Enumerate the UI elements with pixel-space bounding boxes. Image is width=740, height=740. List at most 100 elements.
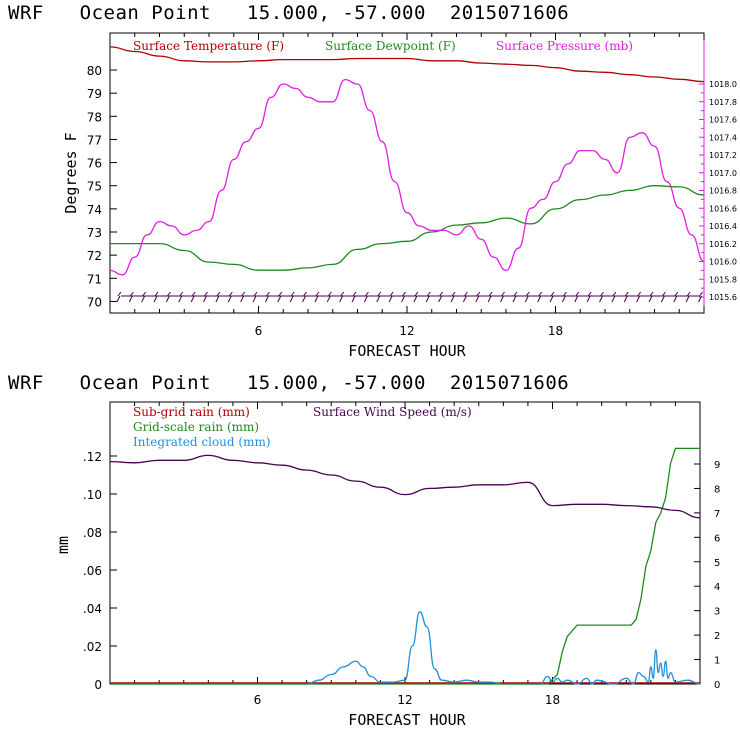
wind-barb [277, 295, 282, 303]
wind-barb-flag [228, 291, 233, 297]
title-date: 2015071606 [449, 372, 570, 394]
y2-tick-label: 1018.0 [709, 80, 737, 89]
wind-barb [302, 295, 306, 303]
wind-barb [215, 295, 220, 303]
wind-barb [549, 295, 554, 303]
wind-barb-flag [612, 291, 617, 297]
wind-barb-flag [600, 291, 604, 297]
y-tick-label: 74 [87, 203, 102, 217]
wind-barb-flag [389, 291, 394, 297]
wind-barb-flag [624, 291, 629, 297]
wind-barb-flag [525, 291, 530, 297]
wind-barb-flag [290, 291, 295, 297]
wind-barb-flag [575, 291, 580, 297]
gridscale-rain-line [110, 447, 700, 685]
wind-barb [240, 295, 245, 303]
wind-barb-flag [377, 291, 382, 297]
wind-barb-flag [179, 291, 184, 297]
wind-barb [475, 295, 480, 303]
wind-barb-flag [488, 291, 493, 297]
temperature-chart: 6 12 18 70 71 72 73 74 75 76 77 78 79 80 1015.6 1015.8 1… [62, 32, 737, 360]
wind-barb [623, 295, 628, 303]
y2-tick-label: 8 [714, 484, 720, 495]
wind-barb [537, 295, 542, 303]
wind-barb [264, 295, 269, 303]
wind-barb-flag [501, 291, 505, 297]
wind-barb-flag [191, 291, 196, 297]
wind-barb [413, 295, 418, 303]
wind-barb-flag [463, 291, 468, 297]
x-tick-label: 18 [548, 324, 563, 338]
y2-tick-label: 4 [714, 582, 720, 593]
wind-barb-flag [451, 291, 456, 297]
y2-tick-label: 1015.6 [709, 293, 737, 302]
wind-barb-flag [253, 291, 258, 297]
y-tick-label: .12 [83, 450, 102, 464]
y2-tick-label: 1017.4 [709, 133, 737, 142]
wind-barb [685, 295, 690, 303]
wind-barb-flag [699, 291, 703, 297]
y2-tick-label: 1016.8 [709, 187, 737, 196]
wind-barb [227, 295, 232, 303]
y2-tick-label: 3 [714, 607, 720, 618]
wind-barb [586, 295, 591, 303]
wind-barb [116, 295, 121, 303]
wind-barb-flag [278, 291, 283, 297]
wind-barb [611, 295, 616, 303]
y2-tick-label: 1017.6 [709, 116, 737, 125]
y-tick-label: 77 [87, 133, 102, 147]
y2-tick-label: 1016.2 [709, 240, 737, 249]
dewpoint-line [110, 185, 705, 271]
wind-barb [660, 295, 665, 303]
y2-tick-label: 1016.4 [709, 222, 737, 231]
wind-barb [363, 295, 368, 303]
wind-barb-flag [352, 291, 357, 297]
wind-barb [401, 295, 405, 303]
title-model: WRF [8, 372, 44, 394]
wind-barb-flag [538, 291, 543, 297]
wind-barb [153, 295, 158, 303]
y2-tick-label: 7 [714, 509, 720, 520]
wind-barb [252, 295, 257, 303]
y2-tick-label: 1017.2 [709, 151, 737, 160]
wind-barb [438, 295, 443, 303]
y-tick-label: 73 [87, 226, 102, 240]
wind-barb [128, 295, 133, 303]
wind-barb-flag [439, 291, 444, 297]
wind-barb-flag [674, 291, 679, 297]
wind-barb [636, 295, 641, 303]
wind-barb-flag [649, 291, 654, 297]
y2-tick-label: 1017.8 [709, 98, 737, 107]
y-tick-label: 71 [87, 272, 102, 286]
wind-barb [203, 295, 207, 303]
x-tick-label: 18 [545, 693, 560, 707]
legend-item: Surface Pressure (mb) [496, 39, 633, 53]
y-tick-label: 78 [87, 110, 102, 124]
y-tick-label: 75 [87, 180, 102, 194]
x-tick-label: 12 [399, 324, 414, 338]
x-tick-label: 6 [255, 324, 263, 338]
legend-item: Sub-grid rain (mm) [133, 405, 250, 419]
wind-barb [351, 295, 356, 303]
wind-barb-flag [241, 291, 246, 297]
wind-barb-flag [216, 291, 221, 297]
wind-barb [450, 295, 455, 303]
wind-barb [165, 295, 170, 303]
x-axis-title: FORECAST HOUR [348, 342, 466, 360]
wind-barb [673, 295, 678, 303]
y-tick-label: .06 [83, 564, 102, 578]
wind-barb [599, 295, 603, 303]
wind-barb-flag [587, 291, 592, 297]
y2-tick-label: 1015.8 [709, 275, 737, 284]
y2-tick-label: 1 [714, 656, 720, 667]
y-tick-label: .02 [83, 640, 102, 654]
y2-tick-label: 1017.0 [709, 169, 737, 178]
y-axis-title: Degrees F [62, 132, 80, 213]
legend-item: Surface Wind Speed (m/s) [313, 405, 472, 419]
wind-barb-flag [414, 291, 419, 297]
wind-barb [388, 295, 393, 303]
wind-barb [462, 295, 467, 303]
x-axis-title: FORECAST HOUR [348, 711, 466, 729]
wind-barb [178, 295, 183, 303]
